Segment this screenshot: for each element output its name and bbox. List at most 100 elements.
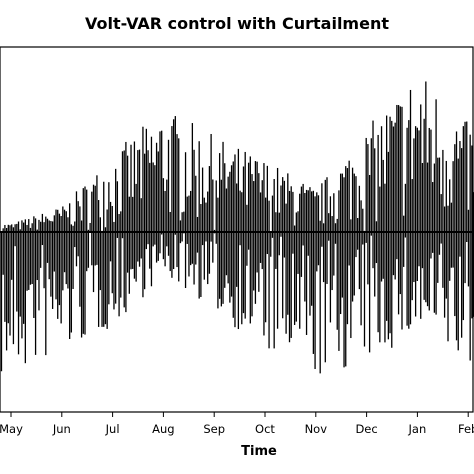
bar xyxy=(370,138,372,236)
bar xyxy=(329,196,332,323)
bar xyxy=(339,173,342,315)
bar xyxy=(377,134,379,333)
bar xyxy=(249,156,251,324)
bar xyxy=(432,182,434,253)
bar xyxy=(271,195,274,238)
bar xyxy=(382,159,384,279)
bar xyxy=(360,200,362,326)
bar xyxy=(358,185,361,290)
bar xyxy=(128,196,130,294)
bar xyxy=(368,174,371,353)
x-tick-label-jul: Jul xyxy=(105,422,120,436)
bar xyxy=(241,192,243,325)
bar xyxy=(46,218,49,263)
bar xyxy=(464,121,466,284)
bar xyxy=(36,229,38,281)
bar xyxy=(23,222,25,324)
bar xyxy=(450,202,453,268)
bar xyxy=(322,223,325,283)
bar xyxy=(212,179,214,263)
bar xyxy=(16,223,18,312)
bar xyxy=(440,194,442,244)
bar xyxy=(106,209,108,329)
bar xyxy=(33,216,35,318)
bar xyxy=(155,142,158,263)
bar xyxy=(229,171,231,303)
bar xyxy=(389,116,391,334)
bar xyxy=(280,185,282,237)
bar xyxy=(355,176,357,258)
bar xyxy=(138,149,141,267)
bar xyxy=(99,217,101,291)
bar xyxy=(239,190,241,246)
bar xyxy=(190,190,192,266)
bar xyxy=(118,214,120,317)
bar xyxy=(48,220,50,280)
bar xyxy=(259,192,262,263)
bar xyxy=(86,189,88,272)
bar xyxy=(416,127,418,281)
x-axis-ticks: May Jun Jul Aug Sep Oct Nov Dec Jan Feb xyxy=(0,412,474,436)
bar xyxy=(421,163,424,269)
bar xyxy=(305,189,308,335)
bar xyxy=(34,218,37,355)
bar xyxy=(133,141,136,279)
bar xyxy=(55,209,57,300)
bar xyxy=(372,120,374,269)
bar xyxy=(447,205,449,342)
bar xyxy=(295,212,297,322)
bar xyxy=(297,211,299,274)
x-tick-label-jan: Jan xyxy=(408,422,427,436)
bar xyxy=(290,186,292,338)
bar xyxy=(12,227,15,345)
bar xyxy=(270,231,272,257)
bar xyxy=(224,163,226,288)
bar xyxy=(69,203,71,339)
bar xyxy=(104,227,107,325)
bar xyxy=(91,191,93,266)
bar xyxy=(386,115,388,321)
bar xyxy=(230,165,233,297)
x-tick-label-jun: Jun xyxy=(52,422,71,436)
bar xyxy=(462,126,464,321)
bar xyxy=(205,202,207,242)
bar xyxy=(94,185,96,266)
bar xyxy=(324,179,326,363)
bar xyxy=(350,219,352,339)
bar xyxy=(380,126,383,282)
bar xyxy=(426,162,429,307)
bar xyxy=(200,204,202,297)
bar xyxy=(162,178,165,260)
bar xyxy=(387,151,390,340)
bar xyxy=(51,221,54,309)
bar xyxy=(438,157,441,255)
bar xyxy=(178,138,180,282)
bar xyxy=(120,211,122,298)
bar xyxy=(77,201,79,257)
bar xyxy=(144,153,146,290)
bar xyxy=(406,127,408,326)
bar xyxy=(365,137,367,243)
bar xyxy=(285,203,287,334)
bar xyxy=(363,230,366,347)
bar xyxy=(384,183,386,343)
bar xyxy=(220,179,222,307)
bar xyxy=(268,200,270,349)
bar xyxy=(9,225,11,336)
bar xyxy=(154,165,156,245)
bar xyxy=(321,183,323,247)
bar xyxy=(67,217,69,289)
bar xyxy=(312,190,315,354)
bar xyxy=(7,224,9,324)
bar xyxy=(423,118,425,300)
bar xyxy=(345,166,347,367)
bar xyxy=(157,151,159,261)
x-tick-label-feb: Feb xyxy=(458,422,474,436)
bar xyxy=(130,144,132,270)
x-axis-label: Time xyxy=(241,444,277,459)
bar xyxy=(152,162,154,247)
bar xyxy=(62,206,64,291)
bar xyxy=(401,106,403,330)
bar xyxy=(184,152,187,289)
bar xyxy=(263,163,265,336)
